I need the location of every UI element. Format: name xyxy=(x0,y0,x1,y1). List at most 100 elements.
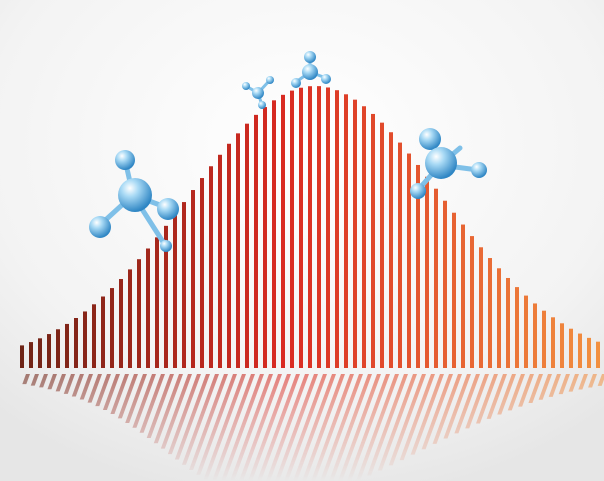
bar xyxy=(538,374,552,400)
bar xyxy=(399,374,435,461)
bar xyxy=(203,374,246,480)
bar xyxy=(125,374,147,423)
bar xyxy=(488,258,492,368)
bar xyxy=(128,269,132,368)
bar xyxy=(560,323,564,368)
bar xyxy=(92,304,96,368)
bar xyxy=(39,374,48,388)
bar xyxy=(578,333,582,368)
bar xyxy=(596,341,600,368)
bar xyxy=(182,202,186,368)
bar xyxy=(174,374,210,460)
bar xyxy=(568,374,579,392)
bar xyxy=(250,374,300,481)
bar xyxy=(326,87,330,369)
bar xyxy=(295,374,345,481)
bar xyxy=(353,99,357,368)
bar xyxy=(345,374,390,481)
bar xyxy=(101,296,105,368)
bar xyxy=(160,374,192,449)
bar xyxy=(137,259,141,368)
bar xyxy=(317,86,321,369)
bar xyxy=(515,287,519,368)
bar xyxy=(181,374,219,465)
bar xyxy=(398,142,402,368)
bar xyxy=(110,374,129,415)
bar xyxy=(87,374,102,403)
bar xyxy=(110,288,114,368)
bar xyxy=(533,303,537,368)
bar xyxy=(146,374,174,438)
bar xyxy=(299,87,303,369)
bar xyxy=(434,188,438,368)
bar xyxy=(518,374,534,407)
bar xyxy=(227,143,231,368)
bar xyxy=(454,374,480,434)
bar xyxy=(218,374,264,481)
bar xyxy=(551,317,555,368)
bar xyxy=(315,374,363,481)
bar xyxy=(377,374,417,471)
bar xyxy=(146,248,150,368)
bar xyxy=(38,338,42,368)
bar xyxy=(117,374,138,419)
bar xyxy=(479,247,483,368)
bar xyxy=(388,374,426,466)
bar xyxy=(308,86,312,368)
bar xyxy=(209,166,213,368)
bar xyxy=(20,345,24,368)
bar xyxy=(132,374,156,428)
bar xyxy=(367,374,408,476)
bar xyxy=(443,374,471,439)
bar xyxy=(245,123,249,368)
bar xyxy=(200,178,204,368)
bar xyxy=(362,106,366,369)
bar xyxy=(164,225,168,368)
bar xyxy=(173,214,177,368)
bar xyxy=(452,212,456,368)
bar xyxy=(461,224,465,368)
bar xyxy=(587,337,591,368)
bar xyxy=(548,374,561,397)
bar xyxy=(443,200,447,368)
bar xyxy=(371,113,375,368)
bar xyxy=(29,342,33,368)
bar xyxy=(507,374,525,411)
bar xyxy=(236,133,240,368)
bar xyxy=(79,374,93,400)
bar xyxy=(425,176,429,368)
bar xyxy=(83,311,87,368)
bar xyxy=(356,374,399,481)
bar xyxy=(191,190,195,368)
bar xyxy=(290,90,294,369)
molecule-top xyxy=(291,51,331,88)
bar xyxy=(432,374,462,444)
bar xyxy=(578,374,588,390)
bar xyxy=(259,374,309,481)
bar xyxy=(189,374,228,470)
bar xyxy=(210,374,255,481)
bar xyxy=(389,132,393,368)
bar xyxy=(47,374,57,390)
bar xyxy=(588,374,597,388)
bar xyxy=(276,374,327,481)
molecule-top-left xyxy=(242,76,274,109)
bar xyxy=(344,94,348,368)
bar xyxy=(335,90,339,369)
bar xyxy=(325,374,372,481)
reflection xyxy=(22,374,604,481)
bar xyxy=(47,334,51,368)
bar xyxy=(167,374,201,455)
bar xyxy=(65,323,69,368)
bar xyxy=(226,374,273,481)
bars xyxy=(20,86,600,369)
bar xyxy=(335,374,381,481)
bar xyxy=(254,114,258,368)
bar xyxy=(74,317,78,368)
bar xyxy=(242,374,291,481)
bar xyxy=(119,279,123,368)
bar xyxy=(569,328,573,368)
bar xyxy=(497,268,501,368)
